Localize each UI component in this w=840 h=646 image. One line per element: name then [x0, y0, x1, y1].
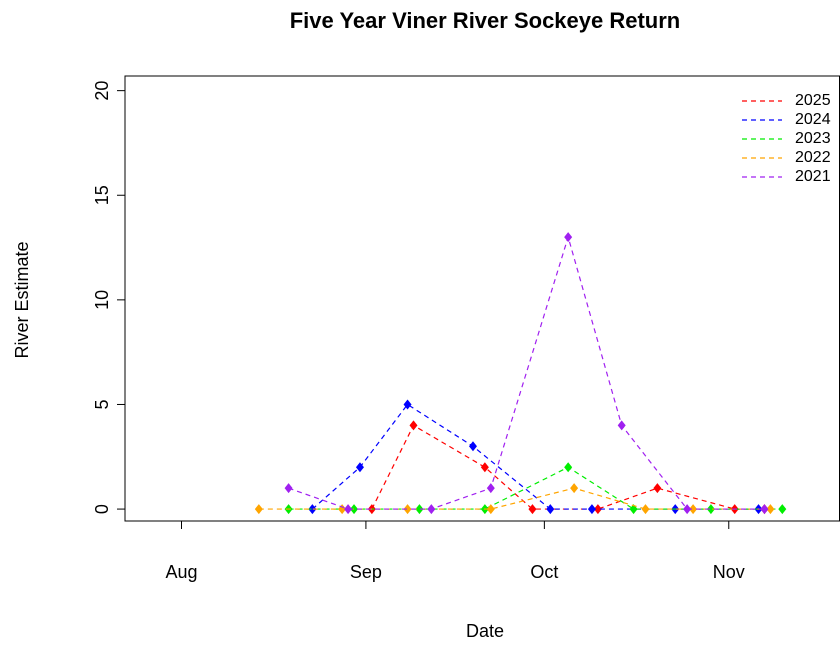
- series-line: [288, 466, 783, 510]
- y-tick-label: 15: [92, 185, 112, 205]
- x-tick-label: Aug: [165, 562, 197, 582]
- x-tick-label: Oct: [530, 562, 558, 582]
- y-tick-label: 0: [92, 504, 112, 514]
- point: [486, 483, 495, 494]
- plot-frame: [124, 75, 840, 522]
- point: [760, 504, 769, 515]
- point: [409, 420, 418, 431]
- point: [641, 504, 650, 515]
- point: [350, 504, 359, 515]
- series-line: [311, 403, 759, 510]
- y-tick-label: 10: [92, 290, 112, 310]
- legend-label: 2024: [795, 111, 831, 128]
- point: [284, 483, 293, 494]
- point: [564, 462, 573, 473]
- point: [587, 504, 596, 515]
- point: [528, 504, 537, 515]
- point: [355, 462, 364, 473]
- point: [683, 504, 692, 515]
- point: [564, 232, 573, 243]
- point: [593, 504, 602, 515]
- x-tick-label: Nov: [713, 562, 745, 582]
- point: [689, 504, 698, 515]
- point: [570, 483, 579, 494]
- series-line: [258, 487, 771, 510]
- y-axis-label: River Estimate: [12, 241, 32, 358]
- point: [546, 504, 555, 515]
- x-axis-label: Date: [466, 621, 504, 641]
- point: [308, 504, 317, 515]
- point: [403, 399, 412, 410]
- point: [653, 483, 662, 494]
- point: [468, 441, 477, 452]
- point: [403, 504, 412, 515]
- point: [415, 504, 424, 515]
- point: [766, 504, 775, 515]
- point: [778, 504, 787, 515]
- x-tick-label: Sep: [350, 562, 382, 582]
- legend-label: 2025: [795, 92, 831, 109]
- point: [427, 504, 436, 515]
- series-line: [288, 234, 765, 510]
- legend-label: 2023: [795, 130, 831, 147]
- point: [706, 504, 715, 515]
- point: [480, 462, 489, 473]
- y-tick-label: 5: [92, 399, 112, 409]
- point: [254, 504, 263, 515]
- chart-title: Five Year Viner River Sockeye Return: [290, 8, 681, 33]
- y-tick-label: 20: [92, 81, 112, 101]
- point: [344, 504, 353, 515]
- legend-label: 2022: [795, 149, 831, 166]
- legend-label: 2021: [795, 168, 831, 185]
- point: [486, 504, 495, 515]
- point: [617, 420, 626, 431]
